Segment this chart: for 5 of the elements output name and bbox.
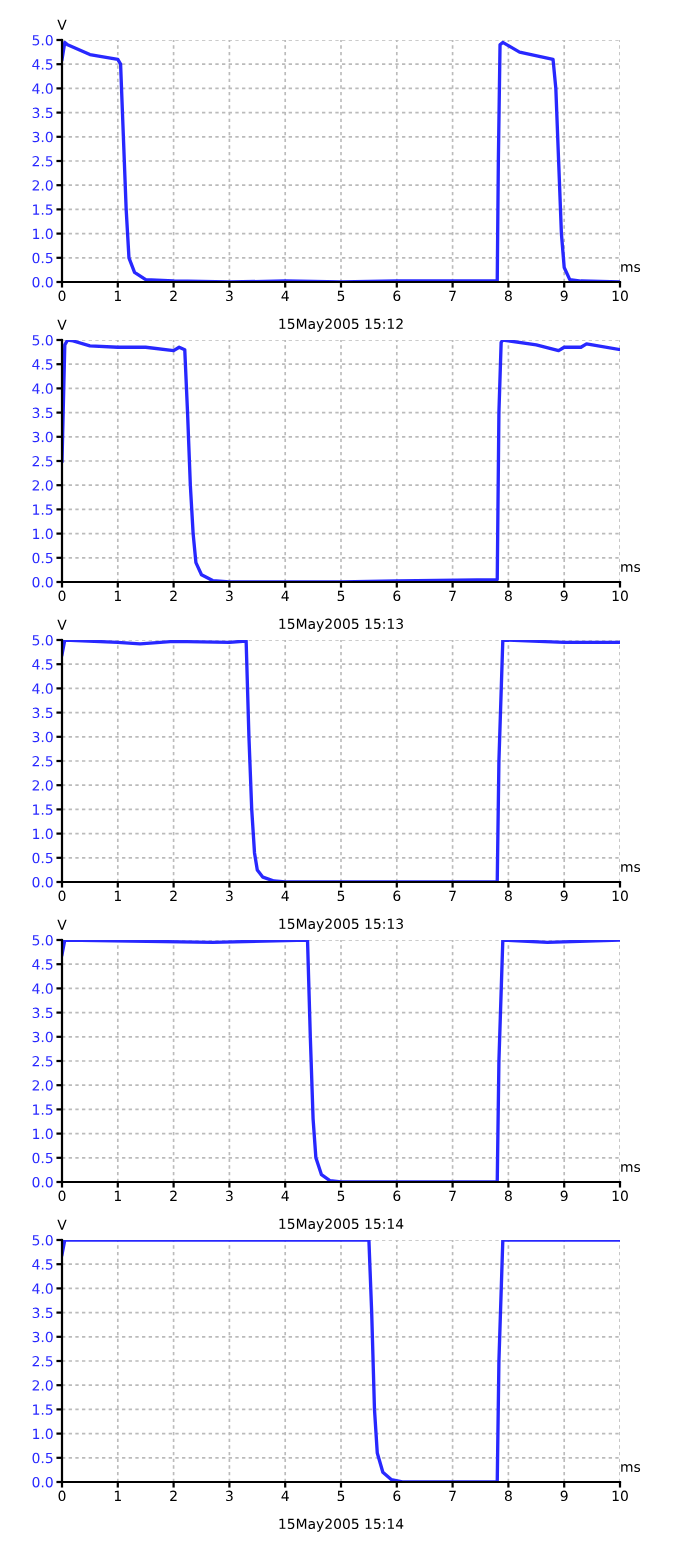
line-series [62, 640, 620, 882]
line-series [62, 40, 620, 282]
line-series [62, 1240, 620, 1482]
line-series [62, 940, 620, 1182]
line-series [62, 340, 620, 582]
